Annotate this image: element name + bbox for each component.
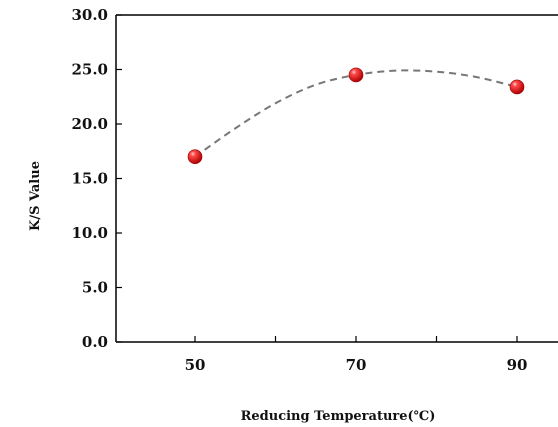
y-tick-label: 0.0: [82, 333, 108, 351]
trend-line: [194, 69, 518, 158]
data-points: [187, 67, 525, 164]
y-axis: 0.0 5.0 10.0 15.0 20.0 25.0 30.0: [71, 6, 122, 351]
data-point: [509, 79, 525, 95]
x-axis: 50 70 90: [185, 336, 528, 374]
plot-frame: [115, 14, 558, 343]
y-tick-label: 5.0: [82, 279, 108, 297]
trend-line-layer: [194, 69, 518, 158]
data-point: [348, 67, 364, 83]
y-tick-label: 10.0: [71, 224, 108, 242]
data-point: [187, 149, 203, 164]
y-axis-title: K/S Value: [28, 161, 43, 231]
x-tick-label: 50: [185, 356, 206, 374]
y-tick-label: 25.0: [71, 61, 108, 79]
y-tick-label: 30.0: [71, 6, 108, 24]
y-tick-label: 15.0: [71, 170, 108, 188]
x-tick-label: 90: [507, 356, 528, 374]
x-tick-label: 70: [346, 356, 367, 374]
y-tick-label: 20.0: [71, 115, 108, 133]
x-axis-title: Reducing Temperature(℃): [241, 409, 436, 424]
